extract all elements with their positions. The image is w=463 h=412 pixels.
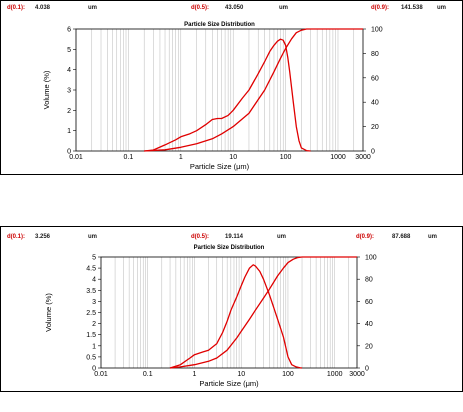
d09-value: 87.688	[392, 234, 411, 240]
d01-label: d(0.1):	[7, 234, 25, 240]
y-tick-label: 3.5	[86, 288, 96, 295]
y-tick-label: 4.5	[86, 266, 96, 273]
y2-tick-label: 40	[371, 100, 379, 107]
y-tick-label: 2	[67, 108, 71, 115]
plot-area	[76, 29, 363, 151]
x-tick-label: 100	[280, 154, 292, 161]
y-tick-label: 1.5	[86, 332, 96, 339]
y2-tick-label: 80	[371, 51, 379, 58]
report-panel-2: d(0.1): 3.256 um d(0.5): 19.114 um d(0.9…	[0, 226, 463, 392]
y-tick-label: 4	[67, 67, 71, 74]
x-tick-label: 3000	[349, 371, 365, 378]
chart-title: Particle Size Distribution	[184, 22, 255, 28]
percentile-summary: d(0.1): 3.256 um d(0.5): 19.114 um d(0.9…	[1, 230, 462, 242]
plot-area	[101, 257, 357, 368]
page-gap	[0, 175, 463, 225]
d09-unit: um	[428, 234, 437, 240]
y-tick-label: 4	[92, 277, 96, 284]
y-tick-label: 2	[92, 321, 96, 328]
y2-tick-label: 0	[371, 149, 375, 156]
d05-unit: um	[279, 5, 288, 11]
x-tick-label: 100	[282, 371, 294, 378]
x-tick-label: 0.1	[124, 154, 134, 161]
y2-tick-label: 80	[365, 277, 373, 284]
y-axis-label: Volume (%)	[42, 70, 51, 109]
y-tick-label: 2.5	[86, 310, 96, 317]
y-tick-label: 1	[92, 343, 96, 350]
x-tick-label: 0.1	[143, 371, 153, 378]
x-tick-label: 3000	[355, 154, 371, 161]
x-tick-label: 1000	[330, 154, 346, 161]
d01-value: 3.256	[35, 234, 51, 240]
y2-tick-label: 20	[365, 343, 373, 350]
y-tick-label: 5	[92, 255, 96, 262]
d01-label: d(0.1):	[7, 5, 25, 11]
x-tick-label: 10	[229, 154, 237, 161]
d01-unit: um	[88, 234, 97, 240]
x-axis-label: Particle Size (μm)	[190, 162, 250, 171]
report-panel-1: d(0.1): 4.038 um d(0.5): 43.050 um d(0.9…	[0, 0, 463, 175]
grid	[91, 29, 355, 151]
x-tick-label: 1	[193, 371, 197, 378]
y2-tick-label: 100	[365, 255, 377, 262]
volume-density-line	[169, 264, 303, 369]
y2-tick-label: 0	[365, 366, 369, 373]
y2-tick-label: 60	[365, 299, 373, 306]
x-tick-label: 1	[179, 154, 183, 161]
cumulative-volume-line	[144, 28, 363, 152]
y-tick-label: 0	[67, 149, 71, 156]
y2-tick-label: 40	[365, 321, 373, 328]
d05-label: d(0.5):	[191, 234, 209, 240]
y-tick-label: 3	[92, 299, 96, 306]
d05-value: 19.114	[225, 234, 244, 240]
x-axis-label: Particle Size (μm)	[199, 379, 259, 388]
x-tick-label: 0.01	[94, 371, 108, 378]
x-tick-label: 10	[237, 371, 245, 378]
y2-tick-label: 20	[371, 124, 379, 131]
d01-value: 4.038	[35, 5, 51, 11]
percentile-summary: d(0.1): 4.038 um d(0.5): 43.050 um d(0.9…	[1, 1, 462, 13]
d09-label: d(0.9):	[371, 5, 389, 11]
d05-label: d(0.5):	[191, 5, 209, 11]
d09-label: d(0.9):	[356, 234, 374, 240]
y2-tick-label: 100	[371, 27, 383, 34]
cumulative-volume-line	[169, 256, 357, 369]
volume-density-line	[144, 38, 311, 152]
x-tick-label: 0.01	[69, 154, 83, 161]
y2-tick-label: 60	[371, 75, 379, 82]
x-tick-label: 1000	[327, 371, 343, 378]
y-tick-label: 6	[67, 27, 71, 34]
d09-value: 141.538	[401, 5, 423, 11]
y-tick-label: 0.5	[86, 354, 96, 361]
y-tick-label: 0	[92, 366, 96, 373]
d05-unit: um	[277, 234, 286, 240]
chart-title: Particle Size Distribution	[194, 245, 265, 251]
y-axis-label: Volume (%)	[44, 293, 53, 332]
y-tick-label: 3	[67, 88, 71, 95]
d09-unit: um	[437, 5, 446, 11]
y-tick-label: 5	[67, 47, 71, 54]
d05-value: 43.050	[225, 5, 244, 11]
y-tick-label: 1	[67, 128, 71, 135]
d01-unit: um	[88, 5, 97, 11]
